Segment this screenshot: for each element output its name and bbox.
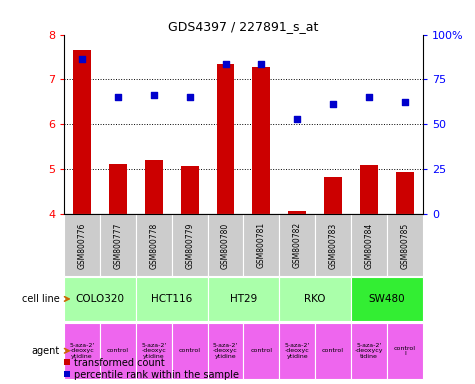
Text: GSM800780: GSM800780 bbox=[221, 222, 230, 268]
Bar bbox=[208, 277, 279, 321]
Text: 5-aza-2'
-deoxyc
ytidine: 5-aza-2' -deoxyc ytidine bbox=[141, 343, 166, 359]
Text: cell line: cell line bbox=[22, 294, 59, 304]
Text: GSM800777: GSM800777 bbox=[114, 222, 123, 268]
Bar bbox=[288, 211, 306, 214]
Text: HT29: HT29 bbox=[230, 294, 257, 304]
Bar bbox=[252, 67, 270, 214]
Text: 5-aza-2'
-deoxyc
ytidine: 5-aza-2' -deoxyc ytidine bbox=[213, 343, 238, 359]
Text: percentile rank within the sample: percentile rank within the sample bbox=[74, 370, 238, 380]
Bar bbox=[360, 165, 378, 214]
Bar bbox=[136, 277, 208, 321]
Point bbox=[329, 101, 337, 107]
Text: RKO: RKO bbox=[304, 294, 326, 304]
Bar bbox=[244, 323, 279, 379]
Bar bbox=[136, 214, 172, 276]
Text: GSM800785: GSM800785 bbox=[400, 222, 409, 268]
Bar bbox=[64, 323, 100, 379]
Point bbox=[78, 56, 86, 62]
Bar bbox=[172, 214, 208, 276]
Bar bbox=[396, 172, 414, 214]
Bar bbox=[351, 214, 387, 276]
Bar bbox=[217, 64, 235, 214]
Bar bbox=[100, 323, 136, 379]
Text: HCT116: HCT116 bbox=[151, 294, 192, 304]
Bar bbox=[279, 323, 315, 379]
Point bbox=[222, 61, 229, 67]
Text: agent: agent bbox=[31, 346, 59, 356]
Bar bbox=[208, 214, 244, 276]
Text: GSM800783: GSM800783 bbox=[329, 222, 338, 268]
Bar bbox=[73, 50, 91, 214]
Bar bbox=[100, 214, 136, 276]
Text: GSM800781: GSM800781 bbox=[257, 222, 266, 268]
Text: control: control bbox=[107, 348, 129, 353]
Point bbox=[150, 92, 158, 98]
Bar bbox=[180, 166, 199, 214]
Bar bbox=[351, 277, 423, 321]
Bar bbox=[279, 277, 351, 321]
Bar bbox=[351, 323, 387, 379]
Bar bbox=[315, 323, 351, 379]
Bar bbox=[172, 323, 208, 379]
Bar bbox=[279, 214, 315, 276]
Point bbox=[186, 94, 193, 101]
Text: control: control bbox=[322, 348, 344, 353]
Text: GSM800779: GSM800779 bbox=[185, 222, 194, 268]
Text: GSM800778: GSM800778 bbox=[149, 222, 158, 268]
Text: 5-aza-2'
-deoxyc
ytidine: 5-aza-2' -deoxyc ytidine bbox=[285, 343, 310, 359]
Point bbox=[294, 116, 301, 122]
Text: control: control bbox=[179, 348, 200, 353]
Bar bbox=[324, 177, 342, 214]
Text: 5-aza-2'
-deoxycy
tidine: 5-aza-2' -deoxycy tidine bbox=[355, 343, 383, 359]
Bar bbox=[315, 214, 351, 276]
Text: 5-aza-2'
-deoxyc
ytidine: 5-aza-2' -deoxyc ytidine bbox=[69, 343, 95, 359]
Point bbox=[365, 93, 373, 99]
Title: GDS4397 / 227891_s_at: GDS4397 / 227891_s_at bbox=[168, 20, 319, 33]
Text: control
l: control l bbox=[394, 346, 416, 356]
Bar bbox=[64, 214, 100, 276]
Text: COLO320: COLO320 bbox=[76, 294, 124, 304]
Bar bbox=[387, 323, 423, 379]
Text: SW480: SW480 bbox=[369, 294, 405, 304]
Point bbox=[114, 93, 122, 99]
Bar bbox=[208, 323, 244, 379]
Text: transformed count: transformed count bbox=[74, 358, 164, 368]
Text: GSM800782: GSM800782 bbox=[293, 222, 302, 268]
Text: GSM800776: GSM800776 bbox=[77, 222, 86, 268]
Text: GSM800784: GSM800784 bbox=[364, 222, 373, 268]
Point bbox=[257, 61, 265, 67]
Bar bbox=[64, 277, 136, 321]
Point bbox=[401, 99, 408, 105]
Bar bbox=[145, 161, 163, 214]
Bar bbox=[244, 214, 279, 276]
Bar bbox=[387, 214, 423, 276]
Bar bbox=[136, 323, 172, 379]
Bar bbox=[109, 164, 127, 214]
Text: control: control bbox=[250, 348, 272, 353]
